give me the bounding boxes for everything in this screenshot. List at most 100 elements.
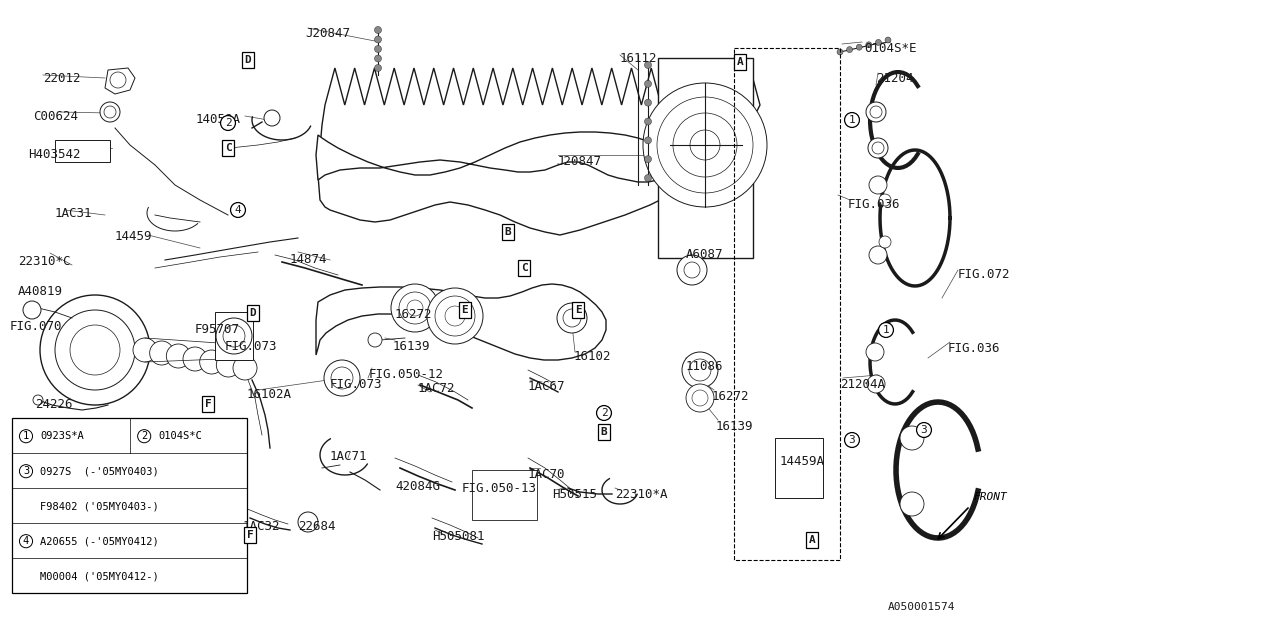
Text: FIG.050-12: FIG.050-12: [369, 368, 444, 381]
Circle shape: [872, 142, 884, 154]
Circle shape: [870, 106, 882, 118]
Bar: [472, 470, 538, 520]
Text: A: A: [809, 535, 815, 545]
Text: H403542: H403542: [28, 148, 81, 161]
Circle shape: [216, 353, 241, 377]
Circle shape: [332, 367, 353, 389]
Circle shape: [369, 333, 381, 347]
Circle shape: [657, 97, 753, 193]
Text: 22310*C: 22310*C: [18, 255, 70, 268]
Polygon shape: [105, 68, 134, 94]
Text: 21204A: 21204A: [840, 378, 884, 391]
Text: 1: 1: [883, 325, 890, 335]
Text: F: F: [205, 399, 211, 409]
Circle shape: [837, 49, 844, 55]
Bar: [55, 140, 110, 162]
Text: 1AC67: 1AC67: [529, 380, 566, 393]
Text: B: B: [600, 427, 608, 437]
Text: FIG.072: FIG.072: [957, 268, 1010, 281]
Text: 1AC32: 1AC32: [243, 520, 280, 533]
Circle shape: [645, 175, 652, 182]
Text: 16102: 16102: [573, 350, 612, 363]
Bar: [215, 312, 253, 360]
Text: FIG.070: FIG.070: [10, 320, 63, 333]
Text: 2: 2: [600, 408, 608, 418]
Text: 4: 4: [234, 205, 242, 215]
Text: E: E: [575, 305, 581, 315]
Text: H505081: H505081: [433, 530, 485, 543]
Circle shape: [55, 310, 134, 390]
Circle shape: [846, 47, 852, 52]
Circle shape: [673, 113, 737, 177]
Circle shape: [563, 309, 581, 327]
Circle shape: [166, 344, 191, 368]
Text: 24226: 24226: [35, 398, 73, 411]
Text: E: E: [462, 305, 468, 315]
Circle shape: [223, 325, 244, 347]
Circle shape: [645, 61, 652, 68]
Text: 16272: 16272: [396, 308, 433, 321]
Circle shape: [233, 356, 257, 380]
Text: 1: 1: [849, 115, 855, 125]
Circle shape: [100, 102, 120, 122]
Text: F98402 ('05MY0403-): F98402 ('05MY0403-): [40, 501, 159, 511]
Text: H50515: H50515: [552, 488, 596, 501]
Text: FIG.073: FIG.073: [225, 340, 278, 353]
Text: A050001574: A050001574: [888, 602, 955, 612]
Circle shape: [110, 72, 125, 88]
Circle shape: [865, 42, 872, 48]
Text: 4: 4: [23, 536, 29, 546]
Circle shape: [869, 246, 887, 264]
Polygon shape: [316, 284, 605, 360]
Circle shape: [216, 318, 252, 354]
Text: 1: 1: [23, 431, 29, 441]
Circle shape: [645, 137, 652, 144]
Circle shape: [375, 36, 381, 43]
Circle shape: [856, 44, 863, 50]
Text: 3: 3: [920, 425, 928, 435]
Text: FIG.073: FIG.073: [330, 378, 383, 391]
Bar: [658, 58, 753, 258]
Circle shape: [645, 99, 652, 106]
Text: 2: 2: [141, 431, 147, 441]
Text: C: C: [224, 143, 232, 153]
Circle shape: [375, 26, 381, 33]
Circle shape: [645, 156, 652, 163]
Circle shape: [690, 130, 719, 160]
Circle shape: [133, 338, 157, 362]
Circle shape: [40, 295, 150, 405]
Circle shape: [33, 395, 44, 405]
Text: 16139: 16139: [716, 420, 754, 433]
Text: 16102A: 16102A: [247, 388, 292, 401]
Circle shape: [686, 384, 714, 412]
Text: 21204: 21204: [876, 72, 914, 85]
Circle shape: [867, 102, 886, 122]
Text: A: A: [736, 57, 744, 67]
Text: 22012: 22012: [44, 72, 81, 85]
Text: 2: 2: [224, 118, 232, 128]
Text: C00624: C00624: [33, 110, 78, 123]
Circle shape: [867, 375, 884, 393]
Text: C: C: [521, 263, 527, 273]
Text: 0923S*A: 0923S*A: [40, 431, 83, 441]
Text: FIG.036: FIG.036: [849, 198, 901, 211]
Text: D: D: [244, 55, 251, 65]
Circle shape: [689, 359, 710, 381]
Text: 3: 3: [23, 466, 29, 476]
Circle shape: [428, 288, 483, 344]
Text: M00004 ('05MY0412-): M00004 ('05MY0412-): [40, 572, 159, 581]
Circle shape: [692, 390, 708, 406]
Circle shape: [390, 284, 439, 332]
Text: 1AC72: 1AC72: [419, 382, 456, 395]
Circle shape: [557, 303, 588, 333]
Bar: [774, 438, 823, 498]
Circle shape: [684, 262, 700, 278]
Circle shape: [879, 194, 891, 206]
Text: A40819: A40819: [18, 285, 63, 298]
Circle shape: [900, 426, 924, 450]
Circle shape: [375, 45, 381, 52]
Text: 0104S*C: 0104S*C: [159, 431, 202, 441]
Text: 22310*A: 22310*A: [614, 488, 667, 501]
Circle shape: [900, 492, 924, 516]
Circle shape: [884, 37, 891, 43]
